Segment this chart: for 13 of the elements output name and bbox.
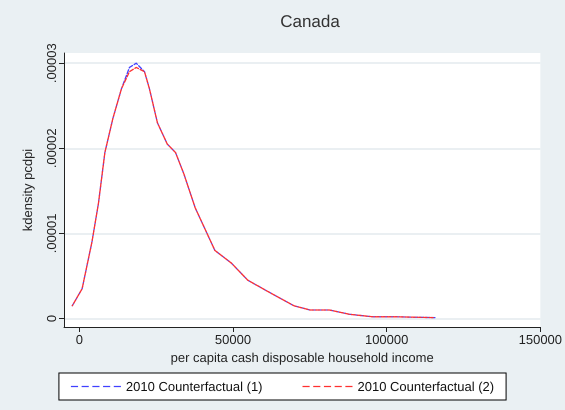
legend-label: 2010 Counterfactual (1) [126,379,263,394]
x-tick-label: 50000 [214,332,252,347]
y-tick-label: 0 [44,314,59,322]
y-tick-label: .00002 [44,128,59,168]
legend-label: 2010 Counterfactual (2) [358,379,494,394]
chart-title: Canada [280,12,340,31]
x-tick-label: 100000 [364,332,408,347]
x-axis-title: per capita cash disposable household income [170,350,434,365]
x-tick-label: 0 [76,332,83,347]
y-axis-title: kdensity pcdpi [20,148,35,232]
x-tick-label: 150000 [518,332,562,347]
y-tick-label: .00003 [44,43,59,84]
y-tick-label: .00001 [44,214,59,254]
